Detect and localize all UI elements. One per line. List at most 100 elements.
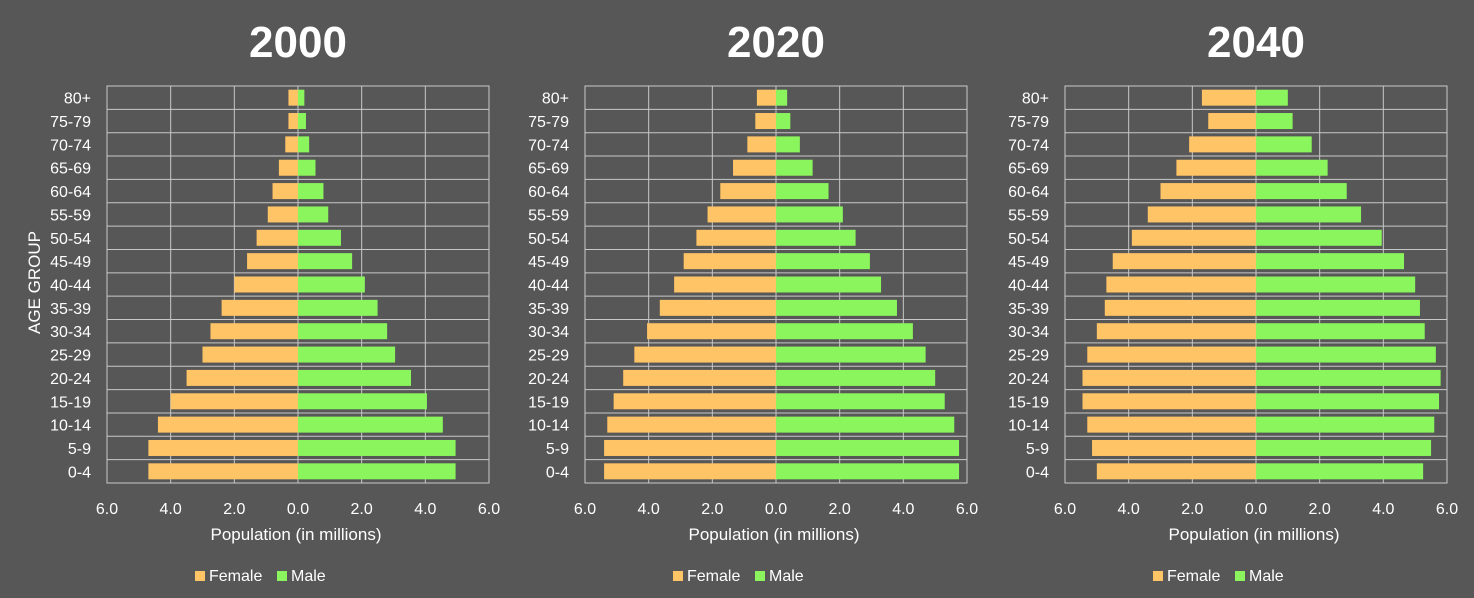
bar-male-65-69	[298, 159, 316, 176]
bar-female-20-24	[186, 369, 298, 386]
bar-female-0-4	[148, 463, 298, 480]
bar-male-35-39	[1256, 299, 1420, 316]
bar-male-20-24	[776, 369, 936, 386]
bar-female-70-74	[285, 136, 298, 153]
x-tick-label: 2.0	[701, 501, 723, 518]
bar-female-50-54	[256, 229, 298, 246]
legend: Female Male	[195, 568, 326, 585]
bar-female-15-19	[1082, 393, 1256, 410]
bar-male-20-24	[298, 369, 412, 386]
y-tick-label: 30-34	[1008, 324, 1049, 341]
y-tick-label: 70-74	[1008, 137, 1049, 154]
y-tick-label: 40-44	[50, 278, 91, 295]
y-tick-label: 10-14	[1008, 418, 1049, 435]
y-tick-label: 0-4	[546, 464, 569, 481]
y-tick-label: 45-49	[50, 254, 91, 271]
bar-male-80+	[1256, 89, 1288, 106]
bar-female-30-34	[647, 323, 776, 340]
bar-male-25-29	[1256, 346, 1436, 363]
x-tick-label: 4.0	[1372, 501, 1394, 518]
bar-female-40-44	[1106, 276, 1256, 293]
x-tick-label: 2.0	[1181, 501, 1203, 518]
y-tick-label: 0-4	[1026, 464, 1049, 481]
y-tick-label: 75-79	[528, 114, 569, 131]
pyramid-panel-2040: 2040 6.0 4.0 2.0 0.0 2.0 4.0 6.0 0-4 5-9 10-14 15-1…	[1008, 18, 1458, 585]
bar-male-0-4	[298, 463, 456, 480]
chart-title: 2020	[727, 18, 825, 67]
bar-female-55-59	[267, 206, 298, 223]
y-tick-label: 75-79	[1008, 114, 1049, 131]
bar-male-40-44	[776, 276, 882, 293]
bar-male-45-49	[1256, 253, 1405, 270]
bar-female-30-34	[210, 323, 298, 340]
x-tick-label: 4.0	[1118, 501, 1140, 518]
y-tick-label: 20-24	[50, 371, 91, 388]
bar-female-65-69	[733, 159, 776, 176]
bar-female-75-79	[755, 113, 776, 130]
y-tick-label: 10-14	[50, 418, 91, 435]
x-tick-label: 6.0	[478, 501, 500, 518]
bar-female-80+	[288, 89, 298, 106]
bar-female-25-29	[1087, 346, 1256, 363]
y-tick-label: 20-24	[1008, 371, 1049, 388]
bar-male-60-64	[1256, 183, 1347, 200]
y-tick-label: 60-64	[1008, 184, 1049, 201]
bar-male-10-14	[1256, 416, 1435, 433]
legend-swatch-female	[1153, 571, 1163, 581]
x-tick-label: 0.0	[287, 501, 309, 518]
chart-title: 2000	[249, 18, 347, 67]
pyramid-panel-2000: 2000 6.0 4.0 2.0 0.0 2.0 4.0 6.0 0-4 5-9 10-14 15-1…	[25, 18, 500, 585]
bar-male-75-79	[776, 113, 791, 130]
bar-female-50-54	[1131, 229, 1256, 246]
x-tick-label: 4.0	[414, 501, 436, 518]
bar-female-20-24	[623, 369, 776, 386]
bar-female-0-4	[604, 463, 776, 480]
bar-male-30-34	[776, 323, 913, 340]
y-tick-label: 80+	[1022, 91, 1049, 108]
bar-female-5-9	[148, 439, 298, 456]
bar-female-5-9	[1092, 439, 1256, 456]
bar-female-5-9	[604, 439, 776, 456]
y-tick-label: 25-29	[1008, 348, 1049, 365]
x-tick-label: 2.0	[1309, 501, 1331, 518]
bar-male-20-24	[1256, 369, 1441, 386]
bar-male-25-29	[776, 346, 926, 363]
y-tick-label: 45-49	[528, 254, 569, 271]
bar-male-65-69	[776, 159, 813, 176]
bar-male-40-44	[298, 276, 365, 293]
legend-swatch-female	[195, 571, 205, 581]
bar-male-50-54	[298, 229, 341, 246]
x-tick-label: 0.0	[765, 501, 787, 518]
bar-male-40-44	[1256, 276, 1416, 293]
bar-male-55-59	[776, 206, 843, 223]
y-tick-label: 5-9	[1026, 441, 1049, 458]
bar-female-60-64	[720, 183, 776, 200]
bar-female-10-14	[607, 416, 776, 433]
x-tick-label: 2.0	[223, 501, 245, 518]
y-tick-label: 35-39	[1008, 301, 1049, 318]
x-tick-label: 6.0	[96, 501, 118, 518]
x-axis-label: Population (in millions)	[688, 525, 859, 544]
y-tick-label: 25-29	[50, 348, 91, 365]
bar-female-10-14	[1087, 416, 1256, 433]
bar-female-70-74	[1189, 136, 1256, 153]
bar-female-55-59	[1147, 206, 1256, 223]
bar-female-15-19	[613, 393, 776, 410]
y-tick-label: 5-9	[546, 441, 569, 458]
y-tick-label: 50-54	[50, 231, 91, 248]
bar-male-70-74	[776, 136, 800, 153]
y-tick-label: 70-74	[528, 137, 569, 154]
bar-female-45-49	[683, 253, 776, 270]
bar-female-25-29	[634, 346, 776, 363]
bar-female-40-44	[674, 276, 776, 293]
bar-male-25-29	[298, 346, 396, 363]
bar-male-45-49	[298, 253, 353, 270]
bar-male-45-49	[776, 253, 870, 270]
bar-male-35-39	[776, 299, 897, 316]
bar-male-5-9	[298, 439, 456, 456]
bar-female-70-74	[747, 136, 776, 153]
legend-swatch-male	[755, 571, 765, 581]
legend: Female Male	[1153, 568, 1284, 585]
bar-female-35-39	[221, 299, 298, 316]
bar-female-50-54	[696, 229, 776, 246]
